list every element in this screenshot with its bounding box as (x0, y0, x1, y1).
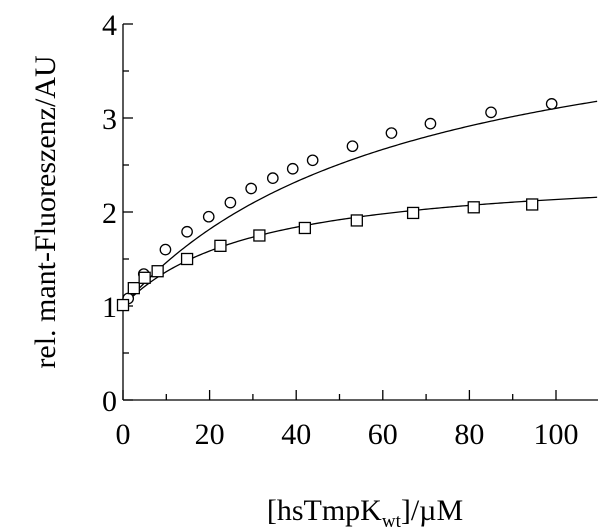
data-point-circle (424, 117, 437, 130)
data-point-square (298, 221, 312, 235)
data-point-square (253, 229, 266, 242)
x-tick-label: 60 (368, 418, 398, 451)
axes (122, 24, 598, 401)
data-point-circle (286, 162, 299, 175)
x-tick-label: 40 (281, 418, 311, 451)
y-axis-title: rel. mant-Fluoreszenz/AU (29, 55, 62, 369)
y-tick-label: 1 (102, 291, 117, 324)
y-tick-label: 0 (102, 385, 117, 418)
data-point-circle (385, 127, 398, 139)
data-point-square (127, 281, 140, 295)
data-point-circle (224, 196, 237, 209)
x-axis-title-subscript: wt (382, 511, 402, 531)
y-tick-label: 2 (102, 197, 117, 230)
x-tick-label: 20 (195, 418, 225, 451)
data-point-square (350, 214, 363, 227)
x-axis-title-tail: ]/µM (401, 494, 463, 527)
x-tick-label: 100 (534, 418, 579, 451)
data-point-square (151, 265, 164, 278)
fit-curve-circle (122, 100, 598, 307)
x-tick-label: 80 (454, 418, 484, 451)
data-point-circle (245, 182, 258, 195)
x-axis-title-main: [hsTmpK (267, 494, 382, 527)
data-point-square (180, 252, 194, 266)
data-point-circle (159, 243, 172, 256)
data-markers (116, 98, 558, 312)
data-point-circle (266, 172, 279, 185)
y-tick-label: 4 (102, 9, 117, 42)
data-point-circle (545, 98, 558, 110)
data-point-square (138, 271, 151, 284)
data-point-square (116, 298, 130, 312)
data-point-circle (346, 140, 359, 153)
x-tick-label: 0 (116, 418, 131, 451)
fit-curves (122, 100, 598, 307)
x-axis-title: [hsTmpKwt]/µM (267, 494, 463, 531)
fit-curve-square (122, 196, 598, 307)
data-point-circle (202, 210, 215, 223)
data-point-circle (181, 225, 193, 238)
data-point-square (526, 198, 539, 211)
data-point-square (467, 201, 480, 214)
data-point-circle (485, 106, 497, 119)
data-point-circle (306, 154, 319, 167)
data-point-square (214, 239, 227, 252)
data-point-square (406, 206, 420, 220)
y-tick-label: 3 (102, 103, 117, 136)
